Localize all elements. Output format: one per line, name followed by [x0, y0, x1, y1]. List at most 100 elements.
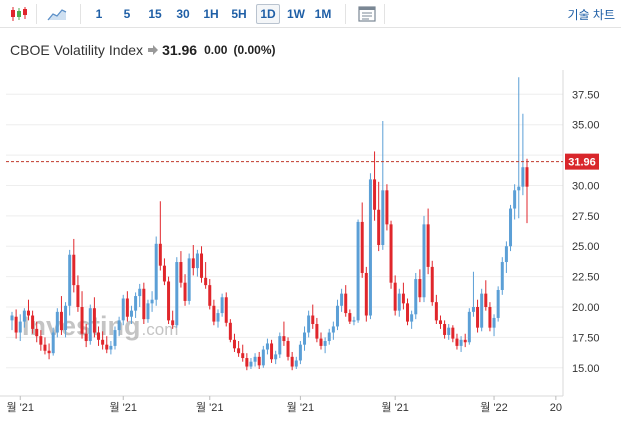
- candle: [385, 184, 389, 231]
- candle-body: [455, 338, 459, 346]
- interval-1m-button[interactable]: 1M: [314, 7, 332, 21]
- candle: [35, 321, 39, 343]
- candle: [451, 325, 455, 343]
- candle: [212, 299, 216, 326]
- y-tick-label: 22.50: [572, 272, 600, 284]
- candle-body: [270, 343, 274, 360]
- interval-1w-button[interactable]: 1W: [287, 7, 305, 21]
- candle: [348, 309, 352, 325]
- candle-body: [484, 293, 488, 307]
- candle: [364, 266, 368, 322]
- candle: [117, 316, 121, 337]
- current-price-label-bg: [565, 153, 599, 170]
- candle: [84, 324, 88, 348]
- candle-body: [434, 302, 438, 321]
- candle: [257, 351, 261, 369]
- candle: [162, 258, 166, 286]
- interval-15-button[interactable]: 15: [148, 7, 162, 21]
- candle-body: [195, 253, 199, 269]
- candle: [414, 272, 418, 320]
- candle-body: [298, 344, 302, 361]
- candle: [51, 327, 55, 356]
- candle: [216, 309, 220, 328]
- candle-body: [389, 224, 393, 283]
- candle: [179, 251, 183, 288]
- candle-body: [39, 336, 43, 345]
- instrument-name: CBOE Volatility Index: [10, 42, 144, 58]
- price-chart[interactable]: Investing .com 31.96 15.0017.5020.0022.5…: [0, 70, 621, 423]
- candle: [335, 299, 339, 331]
- candle-body: [381, 190, 385, 246]
- candle-body: [509, 208, 513, 247]
- candle: [88, 304, 92, 345]
- candlestick-icon[interactable]: [8, 4, 30, 24]
- candle-body: [183, 282, 187, 301]
- candle-body: [418, 279, 422, 298]
- candle-body: [430, 266, 434, 303]
- candle: [241, 344, 245, 362]
- candle-body: [158, 243, 162, 266]
- interval-1-button[interactable]: 1: [95, 7, 103, 21]
- candle-body: [315, 324, 319, 339]
- candle-body: [261, 349, 265, 366]
- candle: [278, 332, 282, 359]
- candle: [154, 236, 158, 306]
- candle-body: [286, 341, 290, 357]
- candle-body: [51, 332, 55, 354]
- candle: [64, 302, 68, 338]
- candle: [492, 314, 496, 337]
- candle: [463, 333, 467, 348]
- candle: [303, 326, 307, 351]
- interval-5h-button[interactable]: 5H: [231, 7, 247, 21]
- watermark-suffix: .com: [142, 320, 179, 339]
- candle: [92, 297, 96, 338]
- y-tick-label: 30.00: [572, 180, 600, 192]
- candle-body: [488, 307, 492, 328]
- interval-1d-button[interactable]: 1D: [256, 4, 280, 24]
- candle-body: [64, 305, 68, 331]
- candle: [146, 299, 150, 323]
- candle-body: [232, 339, 236, 349]
- candle: [471, 271, 475, 317]
- candle: [434, 294, 438, 325]
- candle-body: [410, 314, 414, 322]
- candle: [55, 308, 59, 338]
- candle-body: [84, 333, 88, 342]
- interval-1h-button[interactable]: 1H: [203, 7, 219, 21]
- area-chart-icon[interactable]: [46, 4, 68, 24]
- candle-body: [138, 288, 142, 297]
- candle-body: [348, 313, 352, 322]
- candle: [142, 282, 146, 325]
- candle: [319, 332, 323, 350]
- y-tick-label: 17.50: [572, 332, 600, 344]
- candle-body: [101, 339, 105, 345]
- candle: [307, 310, 311, 338]
- candle: [121, 294, 125, 326]
- candle-body: [274, 354, 278, 360]
- candle: [294, 356, 298, 369]
- candle: [286, 337, 290, 361]
- candle-body: [356, 221, 360, 321]
- candle: [134, 292, 138, 318]
- candle: [426, 208, 430, 275]
- interval-5-button[interactable]: 5: [123, 7, 131, 21]
- candle-body: [187, 258, 191, 301]
- candle-body: [368, 179, 372, 316]
- candle-body: [492, 317, 496, 328]
- candle: [521, 113, 525, 196]
- candle: [191, 245, 195, 276]
- candle-body: [228, 322, 232, 340]
- candle-body: [88, 308, 92, 342]
- chart-settings-icon[interactable]: [356, 4, 378, 24]
- y-axis: 15.00 17.50 20.00 22.50 25.00 27.50 30.00 35.00…: [572, 89, 600, 374]
- candle: [488, 302, 492, 332]
- candle-body: [414, 279, 418, 315]
- candle: [459, 336, 463, 352]
- technical-chart-link[interactable]: 기술 차트: [567, 8, 616, 22]
- interval-30-button[interactable]: 30: [176, 7, 190, 21]
- y-tick-label: 20.00: [572, 302, 600, 314]
- candle: [455, 333, 459, 350]
- candle-body: [360, 221, 364, 273]
- candle-body: [134, 296, 138, 311]
- candle-body: [471, 307, 475, 312]
